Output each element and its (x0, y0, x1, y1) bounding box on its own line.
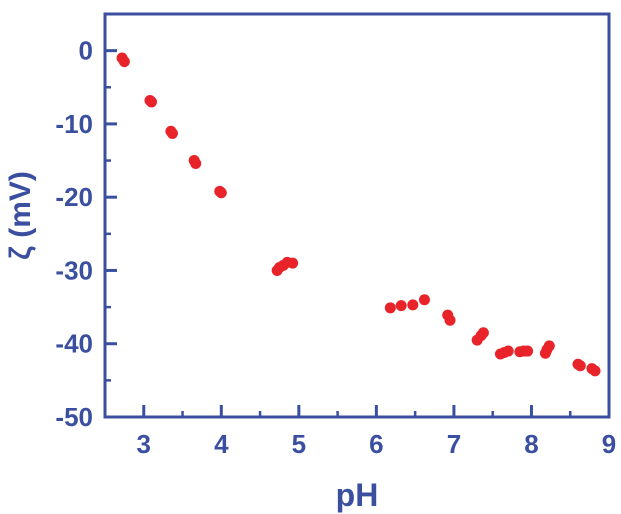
ticks-layer: 3 4 5 6 7 8 9 0 -10 -20 -30 -40 -50 (55, 12, 616, 459)
data-point (395, 300, 407, 312)
data-point (502, 345, 514, 357)
data-point (190, 157, 202, 169)
plot-frame (103, 12, 611, 419)
data-point (118, 56, 130, 68)
y-tick-label: -50 (55, 402, 93, 432)
data-point (418, 294, 430, 306)
data-point (574, 360, 586, 372)
data-point (522, 345, 534, 357)
data-point (215, 187, 227, 199)
y-axis-label: ζ (mV) (4, 171, 37, 260)
data-points (116, 52, 601, 377)
x-axis-label: pH (336, 477, 379, 513)
data-point (384, 302, 396, 314)
x-tick-label: 3 (137, 429, 151, 459)
x-tick-label: 7 (447, 429, 461, 459)
y-tick-label: 0 (79, 36, 93, 66)
data-point (444, 314, 456, 326)
y-tick-label: -10 (55, 109, 93, 139)
y-tick-label: -20 (55, 182, 93, 212)
x-tick-label: 9 (602, 429, 616, 459)
x-tick-label: 4 (214, 429, 229, 459)
x-tick-label: 5 (292, 429, 306, 459)
data-point (589, 365, 601, 377)
y-tick-label: -40 (55, 329, 93, 359)
y-tick-label: -30 (55, 255, 93, 285)
data-point (166, 127, 178, 139)
data-point (287, 257, 299, 269)
data-point (146, 96, 158, 108)
x-tick-label: 6 (369, 429, 383, 459)
x-tick-label: 8 (524, 429, 538, 459)
data-point (477, 327, 489, 339)
data-point (543, 340, 555, 352)
data-point (407, 299, 419, 311)
